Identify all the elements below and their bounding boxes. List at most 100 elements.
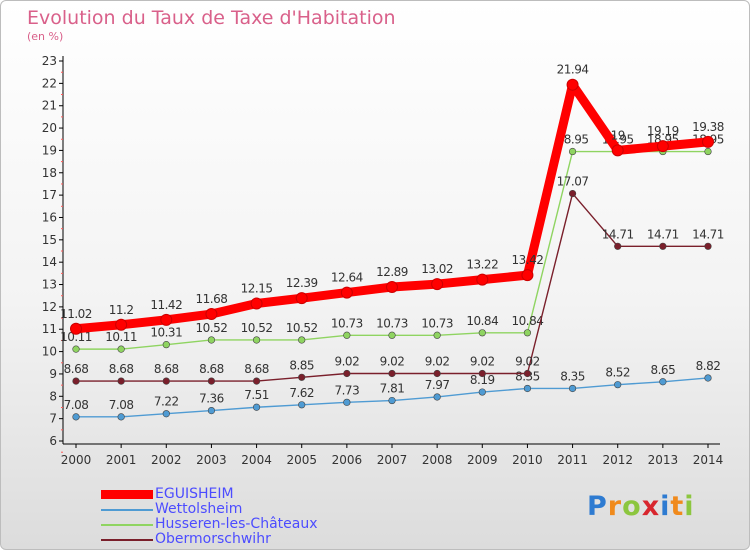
series-eguisheim: 11.02 11.2 11.42 11.68 12.15 12.39 12.64 12.89 1…: [60, 63, 724, 335]
data-point: [117, 413, 125, 421]
x-tick-label: 2013: [648, 453, 679, 467]
data-point: [207, 336, 216, 344]
data-label: 9.02: [380, 354, 405, 368]
data-label: 21.94: [557, 63, 589, 77]
data-label: 7.73: [334, 383, 359, 397]
data-label: 7.08: [64, 398, 89, 412]
data-label: 9.02: [425, 354, 450, 368]
data-point: [704, 242, 712, 250]
proxiti-logo: Proxiti: [587, 491, 695, 522]
data-point: [659, 242, 667, 250]
y-tick-label: 22: [42, 76, 57, 90]
data-label: 10.84: [466, 314, 498, 328]
data-label: 8.52: [605, 366, 630, 380]
y-tick-label: 11: [42, 322, 57, 336]
data-label: 14.71: [602, 227, 634, 241]
x-tick-label: 2006: [332, 453, 363, 467]
data-label: 10.11: [105, 330, 137, 344]
data-label: 17.07: [557, 175, 589, 189]
data-point: [656, 140, 669, 153]
data-label: 8.68: [199, 362, 224, 376]
legend-label: Obermorschwihr: [155, 531, 271, 547]
data-label: 8.19: [470, 373, 495, 387]
data-label: 13.22: [466, 258, 498, 272]
x-tick-label: 2009: [467, 453, 498, 467]
y-tick-label: 23: [42, 54, 57, 68]
data-point: [117, 345, 125, 353]
data-point: [207, 377, 216, 385]
data-point: [343, 331, 351, 339]
y-tick-label: 8: [49, 389, 57, 403]
data-point: [117, 377, 125, 385]
data-point: [162, 377, 170, 385]
data-label: 7.62: [289, 386, 314, 400]
data-label: 19.19: [647, 124, 679, 138]
y-tick-label: 13: [42, 278, 57, 292]
x-tick-label: 2014: [693, 453, 724, 467]
data-point: [433, 393, 441, 401]
data-label: 12.89: [376, 265, 408, 279]
data-point: [115, 318, 128, 331]
data-point: [252, 403, 261, 411]
data-label: 14.71: [647, 227, 679, 241]
legend-swatch: [101, 539, 153, 541]
x-tick-label: 2003: [196, 453, 227, 467]
data-point: [568, 147, 577, 156]
y-tick-label: 9: [49, 367, 57, 381]
data-point: [388, 396, 396, 405]
x-tick-label: 2001: [106, 453, 137, 467]
data-label: 10.52: [286, 321, 318, 335]
data-label: 7.36: [199, 392, 224, 406]
y-tick-label: 16: [42, 210, 57, 224]
legend-label: Husseren-les-Châteaux: [155, 516, 318, 532]
y-tick-label: 15: [42, 233, 57, 247]
series-obermorschwihr: 8.68 8.68 8.68 8.68 8.68 8.85 9.02 9.02 9.02 9.02…: [64, 175, 724, 385]
data-point: [704, 374, 712, 382]
data-point: [340, 286, 353, 299]
data-point: [611, 144, 624, 157]
x-tick-label: 2011: [557, 453, 588, 467]
data-label: 10.52: [195, 321, 227, 335]
data-label: 12.15: [241, 282, 273, 296]
data-point: [252, 336, 261, 344]
data-label: 10.52: [241, 321, 273, 335]
x-tick-label: 2008: [422, 453, 453, 467]
y-tick-label: 14: [42, 255, 57, 269]
data-point: [386, 280, 398, 293]
data-label: 9.02: [470, 354, 495, 368]
data-point: [295, 292, 308, 305]
y-tick-label: 20: [42, 121, 57, 135]
data-label: 19: [611, 128, 625, 142]
data-point: [343, 398, 351, 406]
data-label: 10.11: [60, 330, 92, 344]
data-point: [523, 329, 532, 337]
chart-title: Evolution du Taux de Taxe d'Habitation: [27, 7, 396, 29]
data-label: 10.73: [376, 316, 408, 330]
data-point: [431, 278, 444, 291]
y-tick-label: 7: [49, 412, 57, 426]
data-point: [478, 329, 486, 337]
unit-label: (en %): [27, 30, 64, 43]
data-point: [566, 78, 579, 91]
data-point: [70, 322, 82, 335]
data-label: 10.73: [421, 316, 453, 330]
data-label: 8.68: [109, 362, 134, 376]
y-tick-label: 19: [42, 143, 57, 157]
legend-label: Wettolsheim: [155, 501, 243, 517]
legend-swatch: [101, 509, 153, 511]
x-tick-label: 2005: [286, 453, 317, 467]
x-tick-label: 2010: [512, 453, 543, 467]
data-label: 8.85: [289, 358, 314, 372]
data-point: [160, 313, 173, 326]
data-point: [614, 242, 622, 250]
data-label: 7.97: [425, 378, 450, 392]
data-point: [72, 345, 80, 353]
x-tick-label: 2002: [151, 453, 182, 467]
data-point: [205, 308, 218, 321]
data-label: 11.02: [60, 307, 92, 321]
data-point: [388, 331, 396, 339]
data-label: 9.02: [515, 354, 540, 368]
data-point: [704, 147, 712, 156]
data-point: [659, 378, 667, 386]
data-point: [614, 381, 622, 389]
